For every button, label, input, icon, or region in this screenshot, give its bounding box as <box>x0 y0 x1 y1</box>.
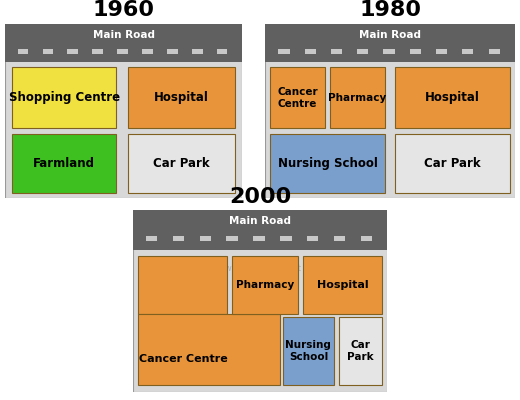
Text: Car
Park: Car Park <box>347 340 374 362</box>
Bar <box>331 49 342 54</box>
Bar <box>118 49 128 54</box>
Bar <box>395 68 510 128</box>
Text: Main Road: Main Road <box>93 30 154 40</box>
Bar <box>93 49 103 54</box>
Bar <box>360 236 372 241</box>
Bar <box>303 256 382 314</box>
Bar <box>146 236 158 241</box>
Bar <box>217 49 227 54</box>
Bar <box>410 49 421 54</box>
Text: 2000: 2000 <box>229 187 291 207</box>
Text: Main Road: Main Road <box>229 216 291 226</box>
Bar <box>133 210 387 250</box>
Bar <box>270 68 325 128</box>
Bar <box>173 236 184 241</box>
Bar <box>128 68 235 128</box>
Bar <box>12 134 116 193</box>
Bar <box>142 49 153 54</box>
Bar <box>200 236 211 241</box>
Text: Nursing
School: Nursing School <box>285 340 331 362</box>
Text: Shopping Centre: Shopping Centre <box>9 92 120 104</box>
Bar <box>265 24 515 62</box>
Bar <box>138 314 280 385</box>
Bar <box>192 49 203 54</box>
Text: Cancer Centre: Cancer Centre <box>139 354 228 364</box>
Bar <box>18 49 28 54</box>
Text: Pharmacy: Pharmacy <box>329 93 387 103</box>
Text: Hospital: Hospital <box>425 92 480 104</box>
Bar <box>488 49 500 54</box>
Bar <box>227 236 238 241</box>
Bar <box>232 256 298 314</box>
Text: Car Park: Car Park <box>424 157 480 170</box>
Bar <box>138 256 227 314</box>
Text: Nursing School: Nursing School <box>278 157 378 170</box>
Bar <box>339 317 382 385</box>
Bar <box>128 134 235 193</box>
Bar <box>253 236 265 241</box>
Bar <box>283 317 334 385</box>
Text: Farmland: Farmland <box>33 157 95 170</box>
Bar <box>357 49 368 54</box>
Text: 1980: 1980 <box>359 0 421 20</box>
Bar <box>280 236 292 241</box>
Text: Car Park: Car Park <box>153 157 210 170</box>
Bar <box>307 236 318 241</box>
Text: Hospital: Hospital <box>154 92 209 104</box>
Bar <box>43 49 53 54</box>
Bar <box>330 68 385 128</box>
Bar <box>395 134 510 193</box>
Bar <box>462 49 473 54</box>
Bar <box>5 24 242 62</box>
Bar <box>12 68 116 128</box>
Bar <box>278 49 290 54</box>
Text: Main Road: Main Road <box>359 30 421 40</box>
Bar <box>270 134 385 193</box>
Text: Pharmacy: Pharmacy <box>236 280 294 290</box>
Bar <box>68 49 78 54</box>
Bar <box>305 49 316 54</box>
Text: www.ielts-exam.net: www.ielts-exam.net <box>218 264 302 273</box>
Text: 1960: 1960 <box>93 0 154 20</box>
Bar <box>167 49 178 54</box>
Bar <box>334 236 345 241</box>
Text: Hospital: Hospital <box>317 280 369 290</box>
Bar <box>436 49 447 54</box>
Text: Cancer
Centre: Cancer Centre <box>277 87 318 109</box>
Bar <box>383 49 395 54</box>
